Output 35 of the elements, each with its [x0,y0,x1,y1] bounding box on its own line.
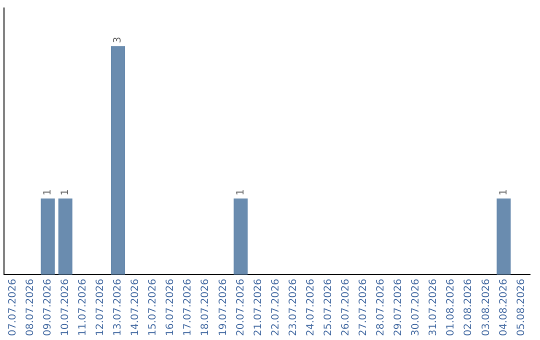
x-tick-label: 28.07.2026 [376,278,387,336]
x-tick-label: 22.07.2026 [270,278,282,336]
data-label: 1 [235,189,246,196]
x-tick-label: 07.07.2026 [7,278,18,336]
x-tick-label: 13.07.2026 [112,278,124,336]
x-tick-label: 05.08.2026 [516,278,527,336]
data-label: 1 [42,189,54,196]
x-tick-label: 20.07.2026 [235,278,246,336]
x-tick-label: 11.07.2026 [77,278,88,336]
x-tick-label: 15.07.2026 [148,278,159,336]
x-tick-label: 25.07.2026 [322,278,334,336]
x-tick-label: 18.07.2026 [200,278,212,336]
x-tick-label: 16.07.2026 [165,278,176,336]
x-tick-label: 03.08.2026 [480,278,492,336]
x-tick-label: 29.07.2026 [393,278,404,336]
x-tick-label: 30.07.2026 [410,278,422,336]
x-tick-label: 14.07.2026 [130,278,142,336]
data-label: 1 [60,189,71,196]
data-label: 1 [498,189,510,196]
x-tick-label: 31.07.2026 [428,278,440,336]
data-label: 3 [112,36,124,44]
x-tick-label: 21.07.2026 [252,278,264,336]
x-tick-label: 10.07.2026 [60,278,71,336]
x-tick-label: 09.07.2026 [42,278,54,336]
x-tick-label: 17.07.2026 [182,278,194,336]
x-tick-label: 26.07.2026 [340,278,352,336]
x-tick-label: 01.08.2026 [446,278,457,336]
x-tick-label: 24.07.2026 [305,278,316,336]
x-tick-label: 19.07.2026 [218,278,229,336]
x-tick-label: 27.07.2026 [358,278,370,336]
x-tick-label: 23.07.2026 [288,278,299,336]
x-tick-label: 04.08.2026 [498,278,510,336]
x-tick-label: 12.07.2026 [95,278,106,336]
x-tick-label: 02.08.2026 [463,278,474,336]
x-tick-label: 08.07.2026 [24,278,36,336]
